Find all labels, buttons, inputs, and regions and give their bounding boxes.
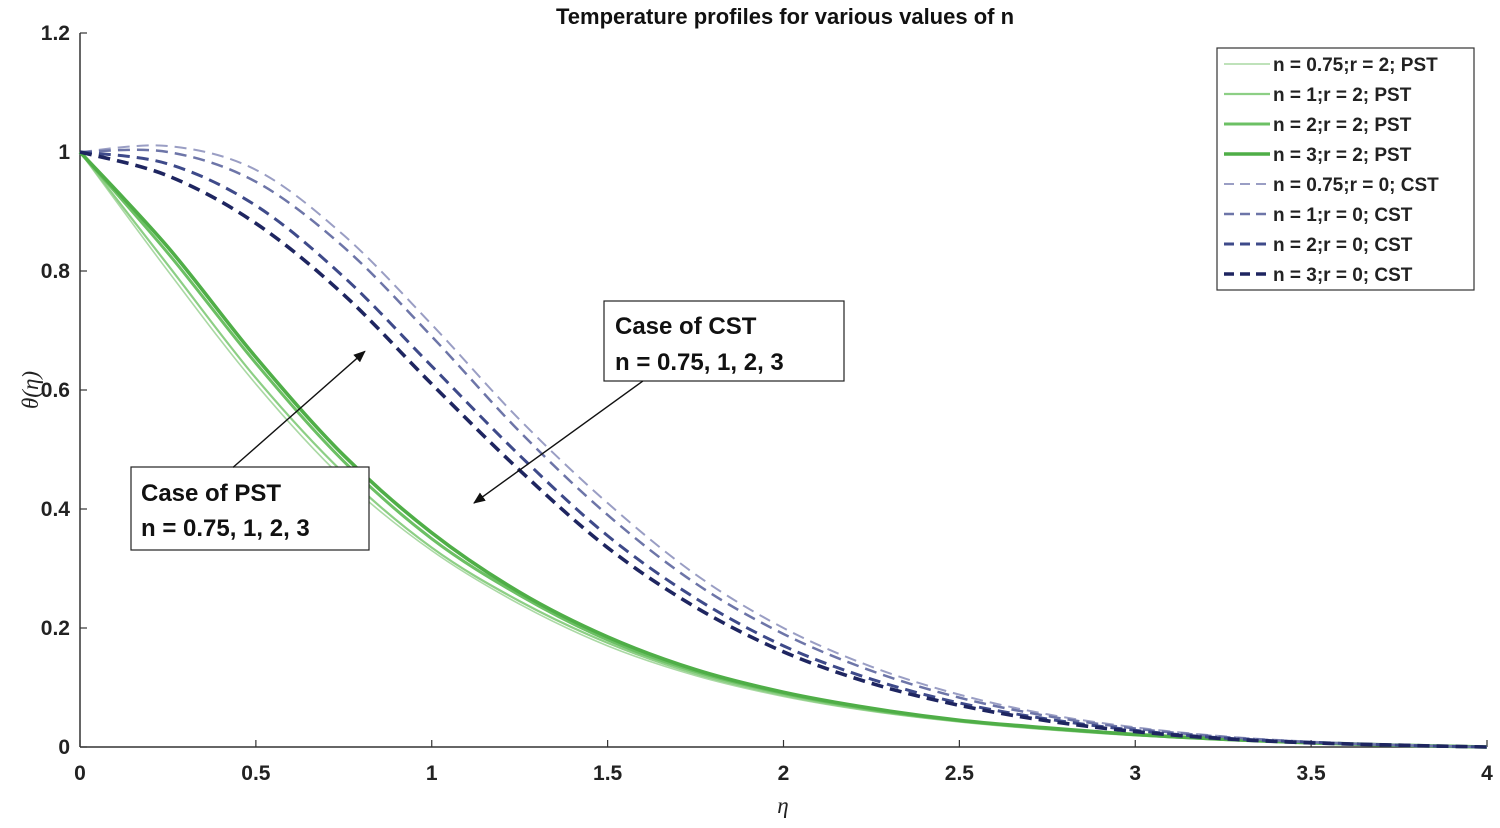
series-line-8: [79, 150, 1488, 749]
annotations: Case of CST n = 0.75, 1, 2, 3 Case of PS…: [130, 300, 845, 551]
legend-label-6: n = 1;r = 0; CST: [1273, 205, 1413, 226]
legend-label-5: n = 0.75;r = 0; CST: [1273, 175, 1439, 196]
x-ticks: 0 0.5 1 1.5 2 2.5 3 3.5 4: [74, 740, 1493, 785]
legend-label-2: n = 1;r = 2; PST: [1273, 85, 1412, 106]
legend-label-1: n = 0.75;r = 2; PST: [1273, 55, 1438, 76]
series-line-5: [79, 144, 1488, 748]
legend-label-8: n = 3;r = 0; CST: [1273, 265, 1413, 286]
y-tick-label: 0.6: [41, 379, 70, 402]
x-tick-label: 3: [1129, 762, 1141, 785]
x-tick-label: 1.5: [593, 762, 623, 785]
chart-title: Temperature profiles for various values …: [556, 4, 1014, 29]
x-tick-label: 1: [426, 762, 438, 785]
series-lines: [78, 144, 1488, 749]
annotation-cst-arrow: [473, 380, 644, 504]
x-tick-label: 0.5: [241, 762, 271, 785]
legend: n = 0.75;r = 2; PST n = 1;r = 2; PST n = 2…: [1216, 47, 1475, 291]
annotation-cst-line-2: n = 0.75, 1, 2, 3: [615, 349, 784, 376]
y-ticks: 0 0.2 0.4 0.6 0.8 1 1.2: [41, 22, 87, 759]
annotation-pst-arrow: [232, 350, 366, 468]
annotation-pst-line-2: n = 0.75, 1, 2, 3: [141, 515, 310, 542]
y-tick-label: 0: [58, 736, 70, 759]
legend-label-4: n = 3;r = 2; PST: [1273, 145, 1412, 166]
annotation-pst-box: [130, 466, 370, 551]
x-tick-label: 0: [74, 762, 86, 785]
x-tick-label: 4: [1481, 762, 1493, 785]
annotation-cst-line-1: Case of CST: [615, 313, 757, 340]
x-tick-label: 2: [778, 762, 790, 785]
legend-label-3: n = 2;r = 2; PST: [1273, 115, 1412, 136]
y-tick-label: 1.2: [41, 22, 70, 45]
x-tick-label: 2.5: [945, 762, 975, 785]
annotation-cst: Case of CST n = 0.75, 1, 2, 3: [473, 300, 845, 504]
legend-label-7: n = 2;r = 0; CST: [1273, 235, 1413, 256]
x-axis-label: η: [777, 793, 788, 818]
annotation-cst-box: [603, 300, 845, 382]
y-tick-label: 1: [58, 141, 70, 164]
x-tick-label: 3.5: [1297, 762, 1327, 785]
plot-area: 0 0.5 1 1.5 2 2.5 3 3.5 4 0 0.2 0.4 0.6 0.8 1 1.2: [41, 22, 1493, 785]
y-axis-label: θ(η): [18, 371, 43, 409]
annotation-pst-line-1: Case of PST: [141, 480, 281, 507]
series-line-7: [79, 150, 1488, 749]
annotation-pst: Case of PST n = 0.75, 1, 2, 3: [130, 350, 370, 551]
y-tick-label: 0.2: [41, 617, 70, 640]
y-tick-label: 0.4: [41, 498, 71, 521]
y-tick-label: 0.8: [41, 260, 71, 283]
legend-box: [1216, 47, 1475, 291]
